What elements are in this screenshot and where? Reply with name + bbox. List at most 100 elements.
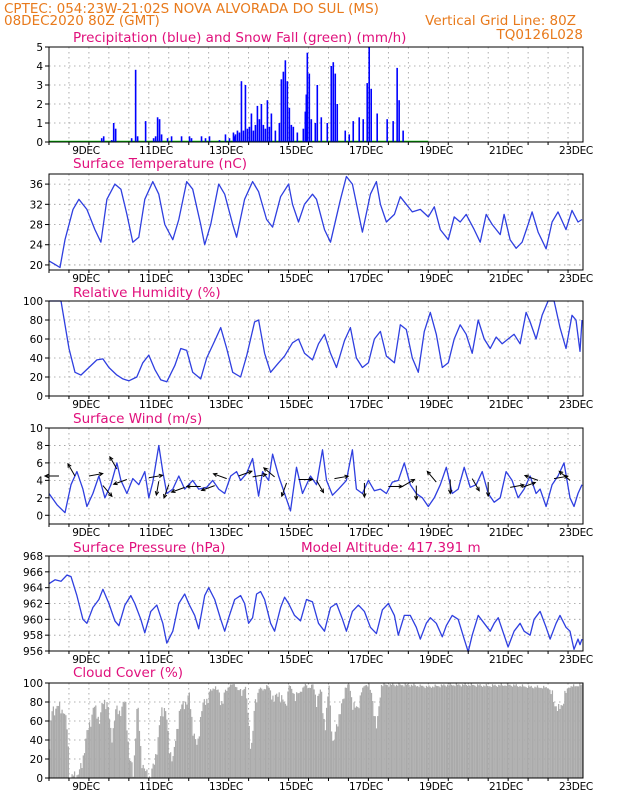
precip-bar: [278, 123, 281, 142]
precip-bar: [236, 130, 239, 142]
cloud-bar: [175, 740, 177, 778]
cloud-bar: [172, 756, 174, 778]
cloud-bar: [484, 686, 486, 778]
wind-arrowhead: [414, 495, 419, 501]
cloud-bar: [236, 687, 238, 778]
precip-bar: [248, 126, 251, 142]
precip-bar: [274, 130, 277, 142]
cloud-bar: [83, 753, 86, 778]
cloud-bar: [196, 744, 198, 778]
cloud-bar: [213, 689, 215, 778]
model-altitude: Model Altitude: 417.391 m: [301, 540, 481, 556]
cloud-bar: [332, 740, 334, 778]
y-tick-label: 966: [23, 567, 43, 579]
cloud-bar: [453, 685, 455, 778]
cloud-bar: [232, 684, 234, 778]
cloud-bar: [418, 687, 420, 778]
precip-bar: [156, 117, 159, 142]
cloud-bar: [503, 685, 505, 778]
wind-arrow: [281, 482, 288, 497]
cloud-bar: [182, 701, 184, 778]
cloud-bar: [546, 688, 549, 778]
cloud-bar: [369, 689, 371, 778]
cloud-bar: [291, 688, 293, 778]
wind-arrowhead: [163, 493, 168, 499]
cloud-bar: [456, 684, 459, 778]
cloud-bar: [565, 692, 567, 778]
precip-bar: [160, 134, 163, 142]
humidity-title: Relative Humidity (%): [73, 285, 221, 301]
cloud-bar: [271, 699, 273, 778]
precip-bar: [152, 138, 155, 142]
wind-arrowhead: [410, 478, 416, 484]
x-tick-label: 9DEC: [72, 654, 100, 666]
cloud-bar: [193, 733, 195, 778]
wind-arrow: [252, 473, 267, 478]
precip-bar: [144, 121, 147, 142]
cloud-bar: [138, 730, 141, 778]
pressure-title: Surface Pressure (hPa): [73, 540, 226, 556]
precip-bar: [396, 67, 398, 142]
cloud-bar: [208, 691, 210, 778]
cloud-bar: [403, 686, 405, 778]
wind-arrow: [163, 484, 170, 499]
cloud-bar: [204, 704, 207, 778]
cloud-bar: [410, 684, 413, 778]
cloud-bar: [476, 684, 479, 778]
cloud-bar: [244, 686, 247, 778]
y-tick-label: 4: [36, 475, 43, 487]
cloud-bar: [202, 702, 204, 778]
cloud-bar: [251, 742, 253, 778]
precip-bar: [112, 123, 115, 142]
cloud-bar: [211, 690, 213, 778]
y-tick-label: 1: [36, 118, 43, 130]
wind-arrowhead: [262, 472, 268, 478]
cloud-bar: [216, 690, 218, 778]
cloud-title: Cloud Cover (%): [73, 665, 183, 681]
cloud-bar: [374, 716, 376, 778]
cloud-bar: [334, 731, 336, 778]
precip-bar: [326, 123, 329, 142]
cloud-bar: [362, 687, 364, 778]
precip-bar: [158, 119, 161, 142]
cloud-bar: [529, 686, 531, 778]
cloud-bar: [273, 702, 275, 778]
cloud-bar: [407, 684, 409, 778]
cloud-bar: [468, 685, 470, 778]
y-tick-label: 0: [36, 137, 43, 149]
cloud-bar: [117, 714, 119, 778]
cloud-bar: [324, 730, 326, 778]
cloud-bar: [289, 686, 292, 778]
cloud-bar: [184, 701, 187, 778]
x-tick-label: 23DEC: [559, 145, 593, 157]
cloud-bar: [110, 727, 112, 778]
cloud-bar: [141, 768, 143, 778]
cloud-bar: [372, 700, 374, 778]
cloud-bar: [314, 694, 316, 778]
cloud-bar: [353, 702, 355, 778]
x-tick-label: 19DEC: [419, 527, 453, 539]
wind-arrowhead: [344, 474, 350, 479]
wind-arrowhead: [43, 473, 49, 479]
precip-bar: [266, 100, 269, 142]
cloud-bar: [329, 705, 331, 778]
humidity-line: [49, 300, 583, 383]
cloud-bar: [429, 686, 431, 778]
cloud-bar: [556, 711, 559, 778]
x-tick-label: 23DEC: [559, 527, 593, 539]
cloud-bar: [513, 684, 515, 778]
x-tick-label: 21DEC: [489, 781, 523, 793]
cloud-bar: [299, 691, 302, 778]
y-tick-label: 3: [36, 80, 43, 92]
cloud-bar: [201, 711, 203, 778]
cloud-bar: [108, 719, 111, 778]
cloud-bar: [434, 684, 436, 778]
cloud-bar: [448, 685, 450, 778]
y-tick-label: 956: [23, 646, 43, 658]
cloud-bar: [563, 703, 565, 778]
cloud-bar: [97, 716, 99, 778]
cloud-bar: [228, 686, 230, 778]
wind-arrowhead: [67, 462, 72, 468]
cloud-bar: [140, 746, 142, 778]
cloud-bar: [432, 686, 434, 778]
